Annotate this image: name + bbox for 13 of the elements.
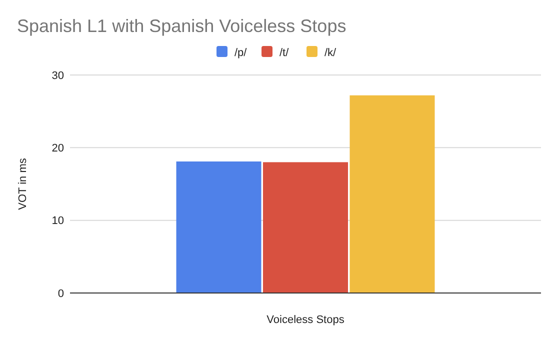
bar xyxy=(176,161,262,293)
bar xyxy=(263,162,348,293)
bar xyxy=(350,95,435,293)
legend-label: /t/ xyxy=(280,46,290,59)
y-axis-title: VOT in ms xyxy=(17,158,29,210)
y-tick-label: 30 xyxy=(52,70,64,82)
chart-title: Spanish L1 with Spanish Voiceless Stops xyxy=(17,16,346,36)
y-tick-label: 0 xyxy=(58,288,64,300)
legend-label: /k/ xyxy=(324,46,338,59)
y-tick-label: 20 xyxy=(52,142,64,155)
legend-label: /p/ xyxy=(234,46,248,59)
x-axis-title: Voiceless Stops xyxy=(266,314,345,326)
y-tick-label: 10 xyxy=(52,215,64,228)
